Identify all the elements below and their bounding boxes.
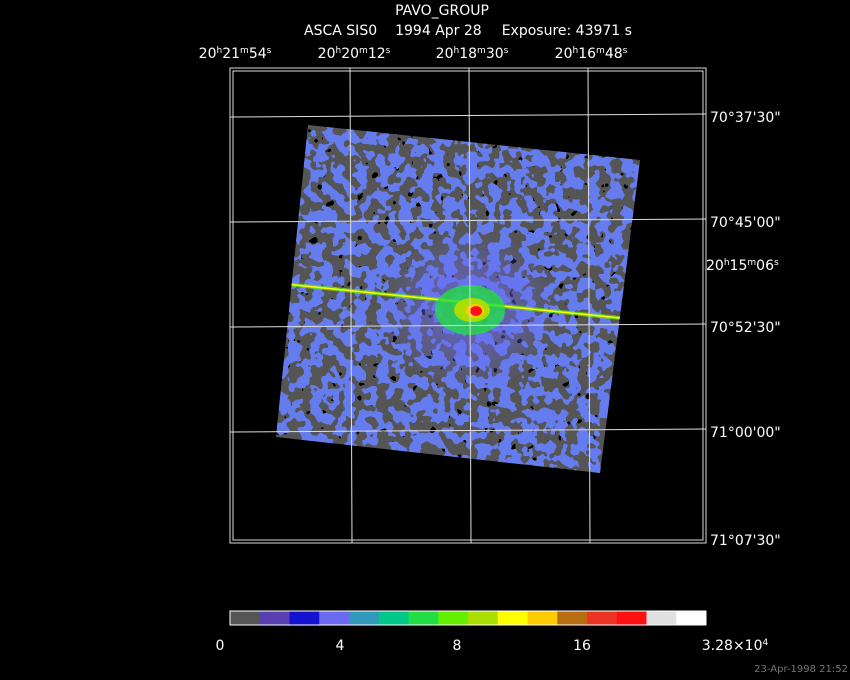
unit: m <box>240 46 249 56</box>
number: 06 <box>756 258 774 274</box>
colorbar-cell <box>230 611 261 625</box>
unit: s <box>267 46 272 56</box>
unit: h <box>724 258 730 268</box>
number: 20 <box>555 46 573 62</box>
colorbar-cell <box>587 611 618 625</box>
colorbar-tick-label: 4 <box>336 638 345 654</box>
number: 18 <box>459 46 477 62</box>
ra-label: 20h21m54s <box>199 46 272 62</box>
colorbar-max-label: 3.28×104 <box>702 638 769 654</box>
colorbar-cell <box>676 611 707 625</box>
unit: m <box>359 46 368 56</box>
colorbar-tick-label: 8 <box>453 638 462 654</box>
unit: s <box>386 46 391 56</box>
number: 16 <box>578 46 596 62</box>
colorbar-cell <box>497 611 528 625</box>
dec-label: 70°37'30" <box>710 110 781 126</box>
mantissa: 3.28×10 <box>702 638 763 654</box>
colorbar-cell <box>259 611 290 625</box>
colorbar-tick-label: 16 <box>573 638 591 654</box>
number: 54 <box>249 46 267 62</box>
number: 20 <box>318 46 336 62</box>
number: 20 <box>706 258 724 274</box>
coordinate-grid <box>229 67 707 544</box>
sky-image <box>276 125 640 473</box>
exponent: 4 <box>762 638 768 648</box>
colorbar-cell <box>557 611 588 625</box>
timestamp: 23-Apr-1998 21:52 <box>754 664 848 675</box>
colorbar: 0 4 8 16 3.28×104 <box>216 610 769 654</box>
subtitle: ASCA SIS0 1994 Apr 28 Exposure: 43971 s <box>304 23 632 39</box>
unit: h <box>216 46 222 56</box>
colorbar-cell <box>378 611 409 625</box>
unit: s <box>504 46 509 56</box>
colorbar-cell <box>319 611 350 625</box>
colorbar-cell <box>468 611 499 625</box>
colorbar-cell <box>349 611 380 625</box>
number: 15 <box>730 258 748 274</box>
unit: s <box>774 258 779 268</box>
colorbar-cell <box>289 611 320 625</box>
dec-label: 71°07'30" <box>710 533 781 549</box>
colorbar-cell <box>646 611 677 625</box>
number: 30 <box>486 46 504 62</box>
unit: m <box>596 46 605 56</box>
dec-label: 70°52'30" <box>710 320 781 336</box>
number: 12 <box>368 46 386 62</box>
colorbar-cell <box>527 611 558 625</box>
ra-label: 20h18m30s <box>436 46 509 62</box>
unit: h <box>335 46 341 56</box>
unit: s <box>623 46 628 56</box>
number: 21 <box>222 46 240 62</box>
ra-label: 20h15m06s <box>706 258 779 274</box>
number: 48 <box>605 46 623 62</box>
unit: m <box>477 46 486 56</box>
dec-label: 71°00'00" <box>710 425 781 441</box>
dec-label: 70°45'00" <box>710 215 781 231</box>
colorbar-tick-label: 0 <box>216 638 225 654</box>
colorbar-frame <box>229 610 707 626</box>
unit: m <box>747 258 756 268</box>
colorbar-cell <box>616 611 647 625</box>
title: PAVO_GROUP <box>395 3 489 19</box>
colorbar-cell <box>408 611 439 625</box>
number: 20 <box>436 46 454 62</box>
ra-label: 20h20m12s <box>318 46 391 62</box>
number: 20 <box>341 46 359 62</box>
unit: h <box>453 46 459 56</box>
axis-labels: 20h21m54s 20h20m12s 20h18m30s 20h16m48s20h1… <box>199 46 781 549</box>
number: 20 <box>199 46 217 62</box>
ra-label: 20h16m48s <box>555 46 628 62</box>
unit: h <box>572 46 578 56</box>
colorbar-cell <box>438 611 469 625</box>
